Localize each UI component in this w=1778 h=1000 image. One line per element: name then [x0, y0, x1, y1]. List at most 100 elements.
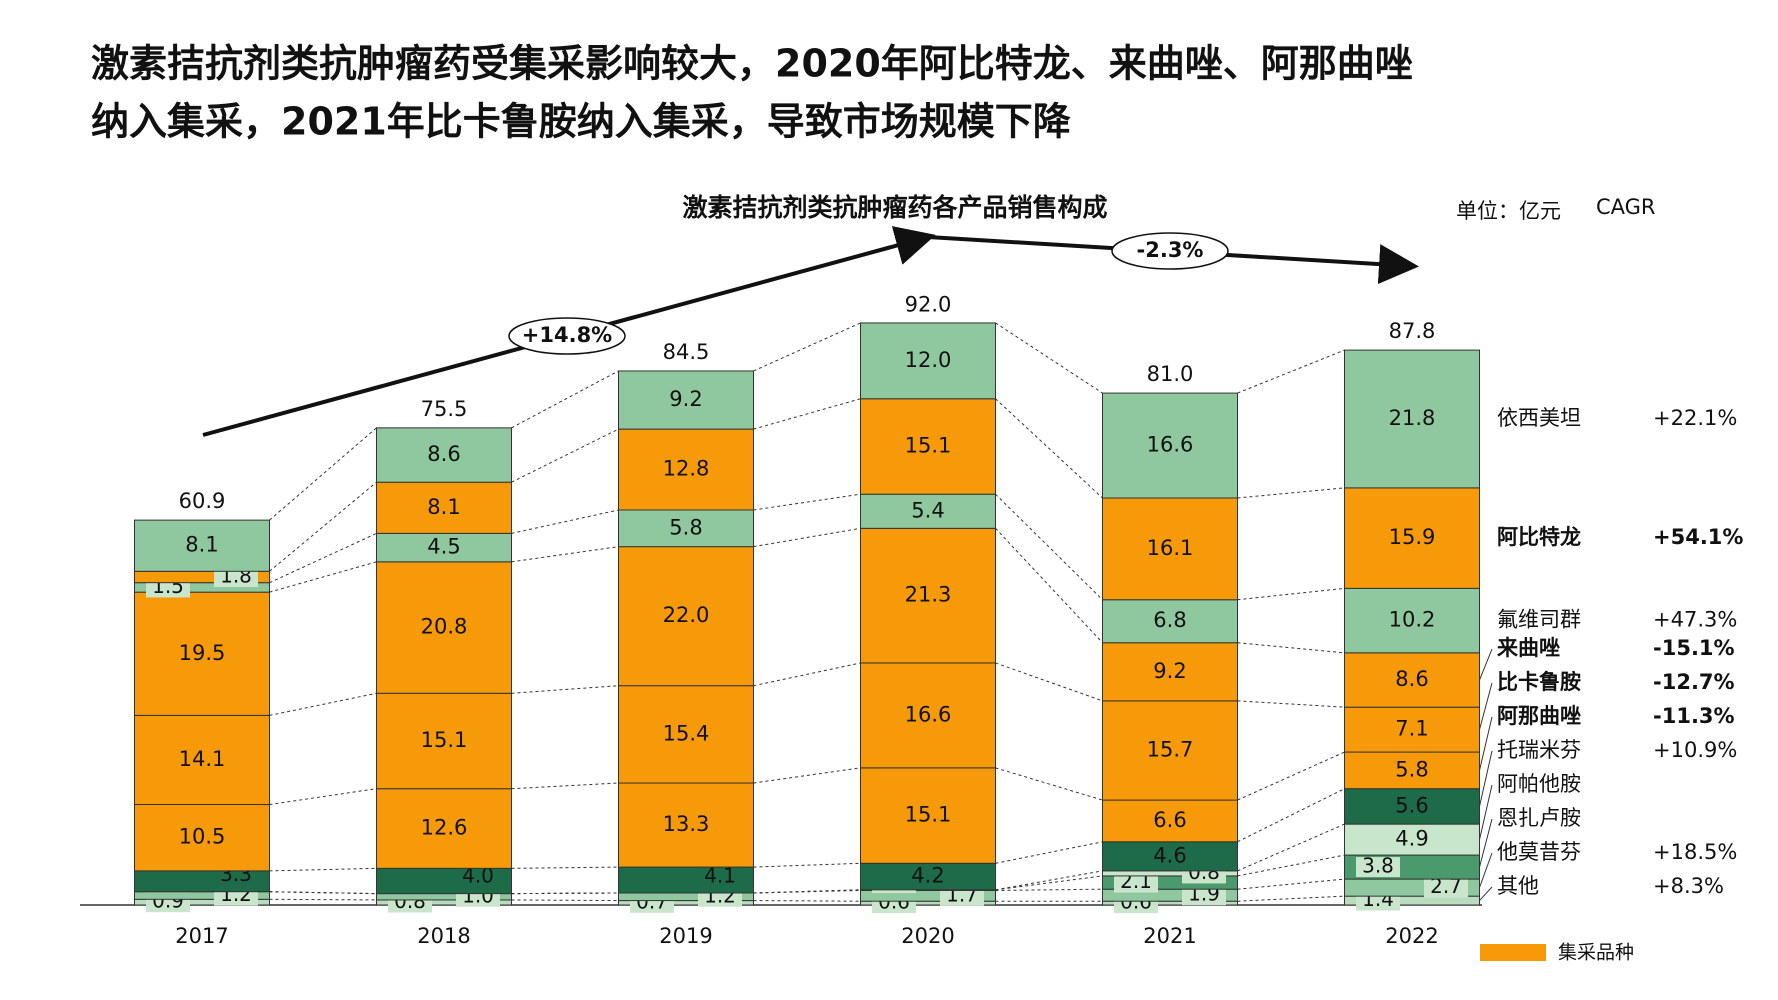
leader-line	[1479, 818, 1493, 868]
bar-segment	[860, 662, 996, 769]
connector	[753, 889, 861, 894]
value-label: 8.6	[1395, 667, 1428, 691]
x-tick-label: 2018	[417, 924, 470, 948]
connector	[511, 899, 619, 902]
value-label: 5.8	[1395, 757, 1428, 781]
value-label: 8.6	[427, 442, 460, 466]
connector	[269, 532, 377, 584]
connector	[995, 870, 1103, 891]
leader-line	[1479, 716, 1493, 771]
connector	[995, 888, 1103, 891]
bar-segment	[134, 714, 270, 806]
page-title: 纳入集采，2021年比卡鲁胺纳入集采，导致市场规模下降	[91, 100, 1071, 144]
bar-segment	[1344, 349, 1480, 489]
connector	[269, 898, 377, 901]
bar-segment	[1102, 392, 1238, 499]
page-title: 激素拮抗剂类抗肿瘤药受集采影响较大，2020年阿比特龙、来曲唑、阿那曲唑	[91, 42, 1413, 86]
value-label: 12.6	[421, 816, 468, 840]
connector	[1237, 642, 1345, 654]
cagr-annotation: +14.8%	[522, 323, 612, 347]
connector	[511, 509, 619, 534]
leader-line	[1479, 886, 1493, 901]
connector	[269, 891, 377, 895]
value-label: 21.8	[1389, 406, 1436, 430]
legend-label: 恩扎卢胺	[1497, 806, 1581, 830]
connector	[995, 662, 1103, 702]
label-box	[1424, 877, 1468, 898]
value-label: 19.5	[179, 641, 226, 665]
x-tick-label: 2017	[175, 924, 228, 948]
connector	[753, 662, 861, 687]
connector	[753, 900, 861, 902]
cagr-label: +22.1%	[1653, 406, 1737, 430]
bar-segment	[376, 427, 512, 483]
bar-segment	[376, 692, 512, 790]
label-box	[1356, 857, 1400, 878]
connector	[1237, 349, 1345, 394]
connector	[753, 493, 861, 511]
connector	[1237, 823, 1345, 872]
value-label: 3.8	[1362, 854, 1394, 878]
legend-label: 阿那曲唑	[1497, 704, 1581, 728]
connector	[995, 527, 1103, 644]
bar-segment	[860, 862, 996, 891]
connector	[753, 398, 861, 430]
value-label: 5.4	[911, 498, 944, 522]
connector	[269, 427, 377, 521]
legend-label: 其他	[1497, 874, 1539, 898]
x-tick-label: 2020	[901, 924, 954, 948]
bar-segment	[1344, 587, 1480, 654]
legend-label: 氟维司群	[1497, 608, 1581, 632]
bar-segment	[1102, 700, 1238, 801]
value-label: 12.0	[905, 348, 952, 372]
value-label: 16.1	[1147, 536, 1194, 560]
bar-segment	[618, 546, 754, 687]
legend-swatch	[1480, 944, 1546, 961]
cagr-header: CAGR	[1596, 195, 1656, 219]
bar-segment	[1344, 487, 1480, 589]
bar-segment	[1344, 652, 1480, 708]
bar-segment	[1102, 799, 1238, 843]
label-box	[1114, 872, 1158, 893]
total-label: 60.9	[179, 489, 226, 513]
label-box	[1182, 885, 1226, 906]
value-label: 4.6	[1153, 843, 1186, 867]
bar-segment	[376, 481, 512, 534]
cagr-label: -15.1%	[1653, 636, 1735, 660]
bar-segment	[618, 685, 754, 784]
connector	[269, 561, 377, 593]
value-label: 4.9	[1395, 827, 1428, 851]
connector	[269, 788, 377, 806]
connector	[511, 892, 619, 895]
cagr-label: +8.3%	[1653, 874, 1724, 898]
legend-label: 来曲唑	[1497, 636, 1560, 660]
cagr-bubble	[1111, 232, 1229, 270]
connector	[1237, 854, 1345, 877]
connector	[1237, 700, 1345, 708]
bar-segment	[618, 428, 754, 511]
connector	[753, 889, 861, 894]
value-label: 7.1	[1395, 717, 1428, 741]
value-label: 9.2	[669, 387, 702, 411]
connector	[511, 370, 619, 429]
value-label: 15.1	[905, 433, 952, 457]
total-label: 84.5	[663, 340, 710, 364]
value-label: 15.1	[905, 803, 952, 827]
connector	[511, 866, 619, 869]
bar-segment	[860, 493, 996, 529]
connector	[1237, 895, 1345, 902]
total-label: 75.5	[421, 397, 468, 421]
bar-segment	[618, 782, 754, 868]
cagr-label: +10.9%	[1653, 738, 1737, 762]
total-label: 87.8	[1389, 319, 1436, 343]
legend-label: 阿比特龙	[1497, 525, 1581, 549]
legend-label: 比卡鲁胺	[1497, 670, 1581, 694]
label-box	[698, 866, 742, 887]
connector	[753, 862, 861, 868]
cagr-label: +18.5%	[1653, 840, 1737, 864]
bar-segment	[376, 561, 512, 694]
value-label: 16.6	[1147, 433, 1194, 457]
x-tick-label: 2022	[1385, 924, 1438, 948]
connector	[995, 322, 1103, 394]
